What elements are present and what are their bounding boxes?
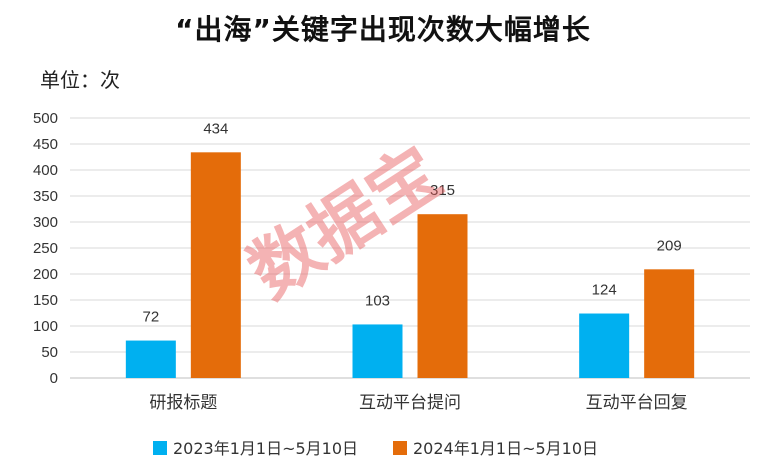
data-label: 103: [365, 292, 390, 309]
bar: [579, 313, 630, 378]
y-tick-label: 350: [33, 188, 58, 205]
legend-swatch: [153, 441, 167, 455]
y-tick-label: 50: [41, 344, 58, 361]
data-label: 434: [203, 120, 228, 137]
legend-swatch: [393, 441, 407, 455]
y-tick-label: 400: [33, 162, 58, 179]
y-tick-label: 300: [33, 214, 58, 231]
unit-label: 单位：次: [40, 68, 120, 92]
bar: [644, 269, 695, 378]
legend-label: 2023年1月1日~5月10日: [173, 439, 358, 458]
y-tick-label: 200: [33, 266, 58, 283]
y-tick-label: 450: [33, 136, 58, 153]
category-label: 研报标题: [149, 393, 217, 413]
y-tick-label: 100: [33, 318, 58, 335]
bars: [125, 152, 695, 378]
bar: [352, 324, 403, 378]
y-tick-label: 500: [33, 110, 58, 127]
legend-label: 2024年1月1日~5月10日: [413, 439, 598, 458]
category-label: 互动平台提问: [359, 393, 461, 413]
data-label: 124: [592, 282, 617, 299]
y-tick-label: 250: [33, 240, 58, 257]
y-tick-label: 150: [33, 292, 58, 309]
bar: [125, 340, 176, 378]
gridlines: [70, 117, 750, 379]
data-label: 315: [430, 182, 455, 199]
data-label: 209: [657, 237, 682, 254]
category-label: 互动平台回复: [586, 393, 688, 413]
x-axis: 研报标题 互动平台提问 互动平台回复: [149, 393, 687, 413]
chart-title: “出海”关键字出现次数大幅增长: [175, 13, 591, 46]
data-label: 72: [142, 309, 159, 326]
y-axis: 0 50 100 150 200 250 300 350 400 450 500: [33, 110, 58, 387]
bar: [190, 152, 241, 378]
y-tick-label: 0: [50, 370, 58, 387]
bar: [417, 214, 468, 378]
legend: 2023年1月1日~5月10日 2024年1月1日~5月10日: [153, 439, 598, 458]
data-labels: 72 434 103 315 124 209: [142, 120, 681, 325]
